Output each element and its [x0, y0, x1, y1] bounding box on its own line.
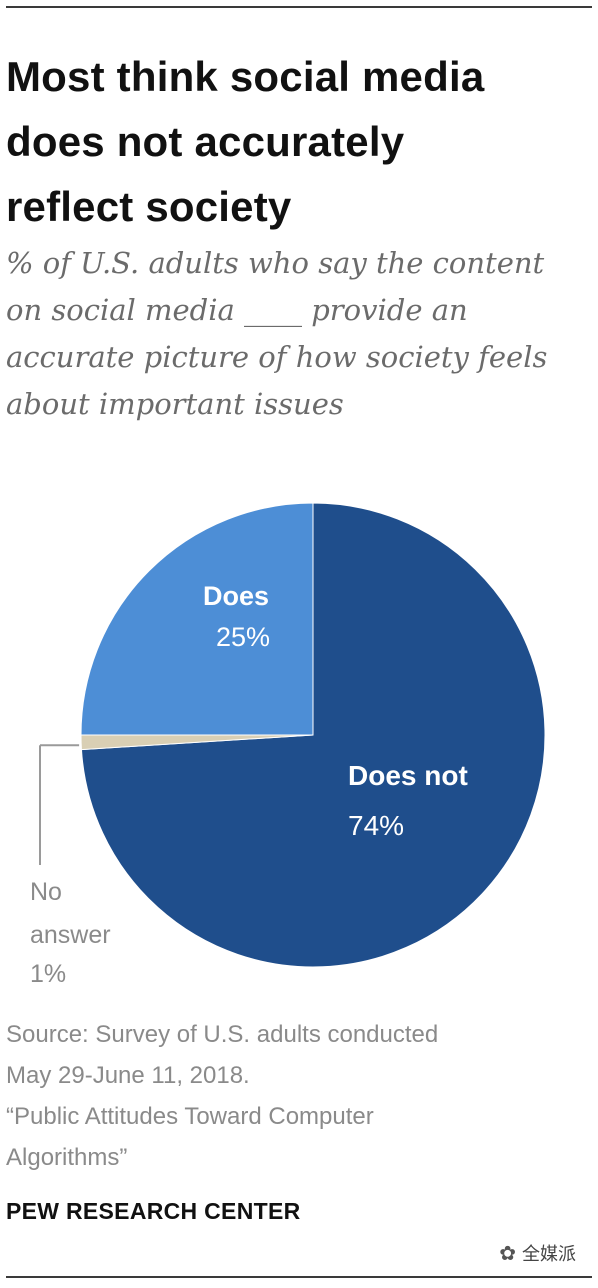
bottom-rule	[6, 1276, 592, 1278]
title-line: reflect society	[6, 183, 292, 230]
label-no-answer: No	[30, 878, 62, 906]
source-line: Source: Survey of U.S. adults conducted	[6, 1021, 439, 1048]
title-line: does not accurately	[6, 118, 405, 165]
source-line: May 29-June 11, 2018.	[6, 1062, 250, 1089]
value-does-not: 74%	[348, 810, 404, 841]
subtitle-line: accurate picture of how society feels	[6, 340, 548, 374]
brand-name: PEW RESEARCH CENTER	[6, 1198, 301, 1224]
chart-subtitle: % of U.S. adults who say the content on …	[6, 240, 594, 428]
label-no-answer-line2: answer	[30, 921, 111, 949]
title-line: Most think social media	[6, 53, 485, 100]
label-does: Does	[203, 581, 269, 611]
pie-slice-does	[80, 502, 314, 736]
watermark-text: 全媒派	[522, 1244, 576, 1265]
chart-title: Most think social media does not accurat…	[6, 44, 592, 239]
subtitle-line: on social media ____ provide an	[6, 293, 468, 327]
watermark: ✿ 全媒派	[499, 1240, 576, 1266]
source-line: “Public Attitudes Toward Computer	[6, 1103, 374, 1130]
source-line: Algorithms”	[6, 1144, 128, 1171]
label-does-not: Does not	[348, 760, 468, 791]
top-rule	[6, 6, 592, 8]
value-does: 25%	[216, 622, 270, 652]
wechat-icon: ✿	[499, 1241, 516, 1265]
subtitle-line: about important issues	[6, 387, 344, 421]
pie-slices	[80, 502, 546, 968]
pie-chart: Does 25% Does not 74% No answer 1%	[30, 502, 546, 988]
value-no-answer: 1%	[30, 960, 66, 988]
source-note: Source: Survey of U.S. adults conducted …	[6, 1014, 594, 1178]
subtitle-line: % of U.S. adults who say the content	[6, 246, 545, 280]
